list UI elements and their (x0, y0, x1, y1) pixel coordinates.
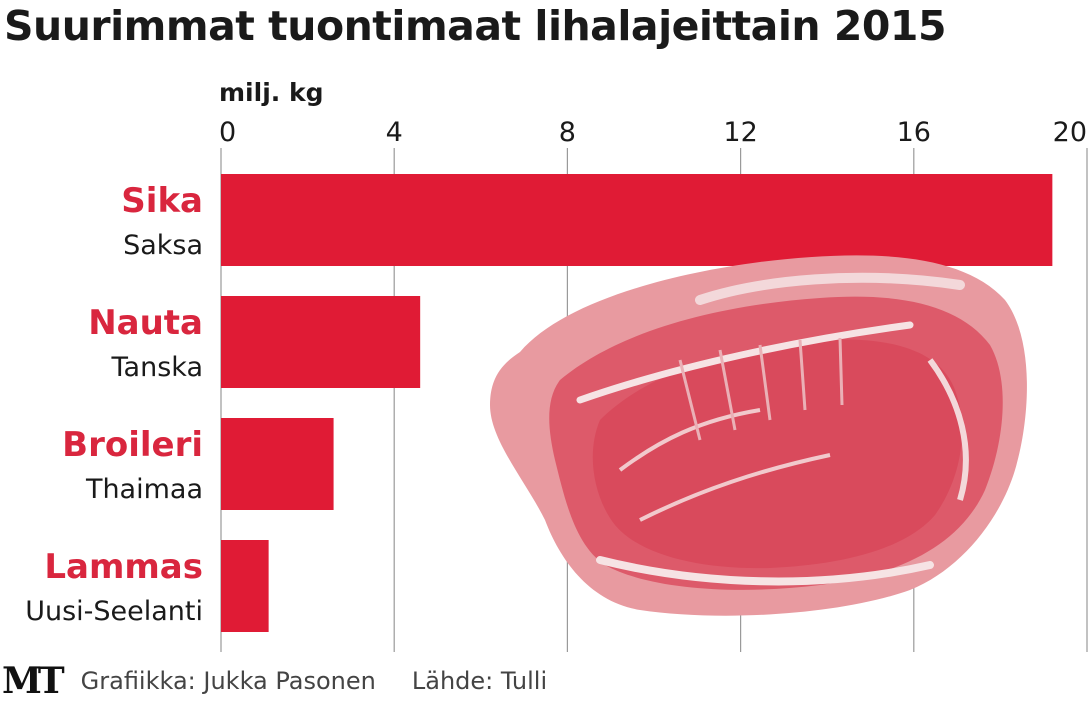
x-tick-label: 4 (386, 117, 403, 148)
axis-unit-label: milj. kg (219, 78, 324, 107)
bar-sika (221, 174, 1053, 266)
x-tick-label: 12 (723, 117, 757, 148)
country-label: Uusi-Seelanti (25, 596, 203, 627)
x-tick-label: 8 (559, 117, 576, 148)
x-tick-label: 20 (1053, 117, 1087, 148)
bar-nauta (221, 296, 421, 388)
x-tick-label: 0 (219, 117, 236, 148)
chart-title: Suurimmat tuontimaat lihalajeittain 2015 (4, 2, 946, 50)
category-label: Sika (121, 181, 203, 221)
category-label: Broileri (62, 425, 203, 465)
category-label: Nauta (88, 303, 203, 343)
bar-lammas (221, 540, 269, 632)
country-label: Saksa (123, 230, 203, 261)
category-label: Lammas (44, 547, 203, 587)
source-text: Lähde: Tulli (411, 667, 548, 695)
bars (221, 174, 1053, 632)
country-label: Thaimaa (85, 474, 203, 505)
mt-logo: MT (2, 660, 65, 702)
credit-text: Grafiikka: Jukka Pasonen (80, 667, 376, 695)
bar-chart: 0 4 8 12 16 20 Sika Saksa Nauta Tanska Broileri Th… (25, 117, 1088, 652)
x-tick-label: 16 (897, 117, 931, 148)
x-axis-ticks: 0 4 8 12 16 20 (219, 117, 1087, 148)
country-label: Tanska (111, 352, 203, 383)
category-labels: Sika Saksa Nauta Tanska Broileri Thaimaa Lamma… (25, 181, 203, 627)
bar-broileri (221, 418, 334, 510)
meat-illustration-icon (490, 255, 1027, 616)
footer: MT Grafiikka: Jukka Pasonen Lähde: Tulli (0, 660, 1088, 702)
